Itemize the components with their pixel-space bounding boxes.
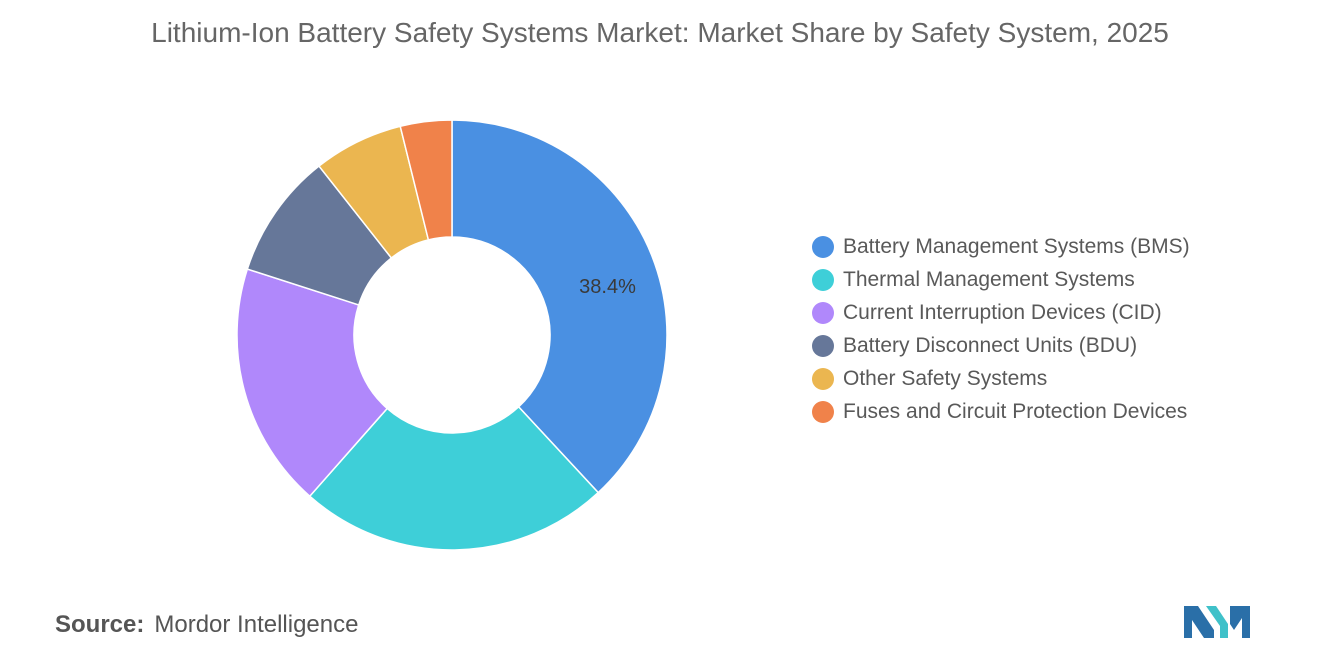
legend-item-other-safety-systems: Other Safety Systems [812,362,1190,395]
legend-item-battery-disconnect-units-bdu: Battery Disconnect Units (BDU) [812,329,1190,362]
legend-swatch [812,301,834,324]
legend-label: Battery Disconnect Units (BDU) [843,333,1138,357]
legend-swatch [812,367,834,390]
legend-swatch [812,268,834,291]
legend-swatch [812,235,834,258]
legend-label: Thermal Management Systems [843,267,1135,291]
mordor-intelligence-logo [1184,606,1250,638]
slice-battery-management-systems-bms [451,119,668,494]
legend-item-current-interruption-devices-cid: Current Interruption Devices (CID) [812,296,1190,329]
legend-item-battery-management-systems-bms: Battery Management Systems (BMS) [812,230,1190,263]
chart-legend: Battery Management Systems (BMS) Thermal … [812,230,1190,428]
legend-label: Fuses and Circuit Protection Devices [843,399,1188,423]
legend-item-thermal-management-systems: Thermal Management Systems [812,263,1190,296]
slice-thermal-management-systems [308,405,600,551]
legend-label: Battery Management Systems (BMS) [843,234,1190,258]
legend-label: Other Safety Systems [843,366,1048,390]
source-note: Source: Mordor Intelligence [55,611,358,639]
data-label-battery-management-systems-bms: 38.4% [579,276,636,298]
source-text: Mordor Intelligence [154,611,359,638]
legend-swatch [812,400,834,423]
slice-fuses-and-circuit-protection-devices [399,119,453,241]
legend-item-fuses-and-circuit-protection-devices: Fuses and Circuit Protection Devices [812,395,1190,428]
chart-title: Lithium-Ion Battery Safety Systems Marke… [151,17,1169,48]
slice-current-interruption-devices-cid [236,268,389,498]
legend-label: Current Interruption Devices (CID) [843,300,1162,324]
source-label: Source: [55,611,145,638]
legend-swatch [812,334,834,357]
